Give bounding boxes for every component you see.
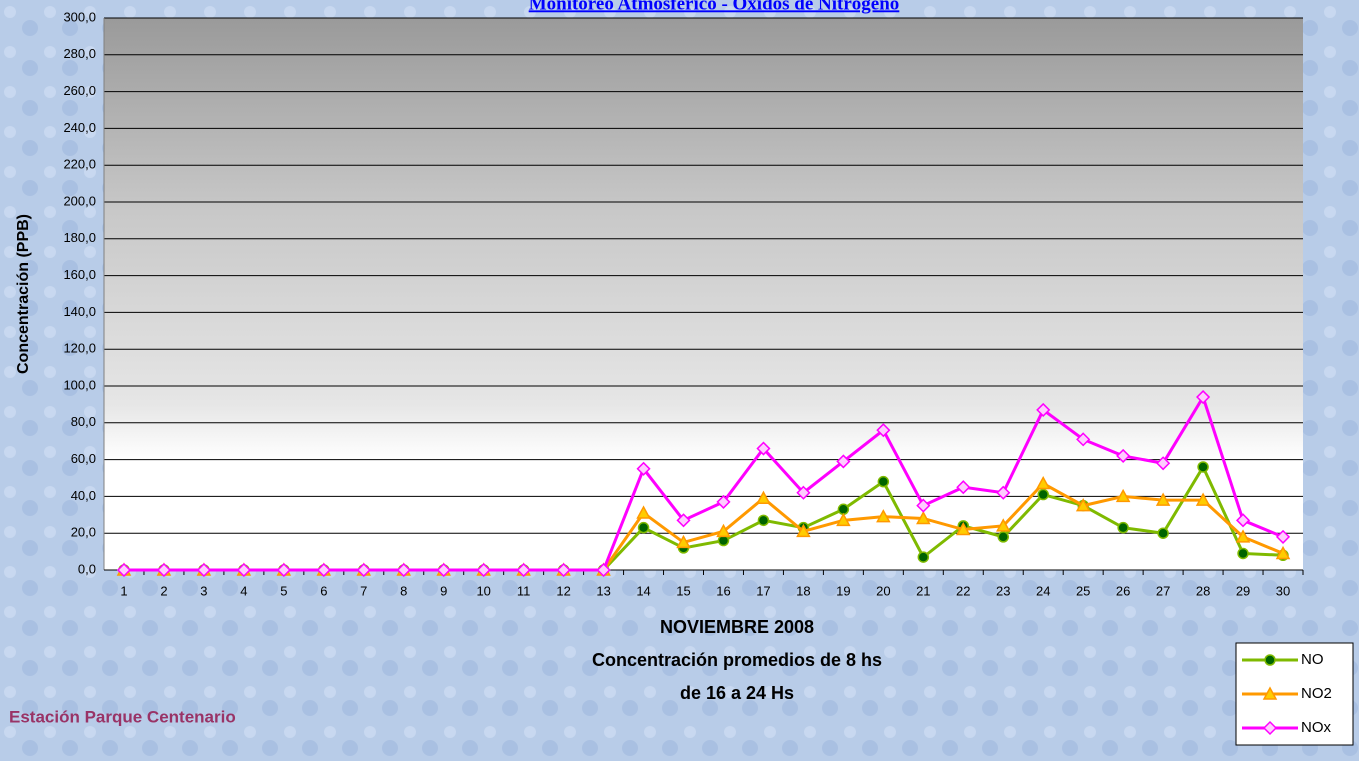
y-tick-label: 260,0 [63, 83, 96, 98]
y-tick-label: 80,0 [71, 414, 96, 429]
y-tick-label: 20,0 [71, 525, 96, 540]
marker [998, 532, 1008, 542]
x-tick-label: 30 [1276, 583, 1290, 598]
x-tick-label: 13 [596, 583, 610, 598]
legend-label: NO2 [1301, 685, 1332, 702]
marker [1158, 528, 1168, 538]
y-tick-label: 60,0 [71, 451, 96, 466]
x-tick-label: 5 [280, 583, 287, 598]
chart: Monitoreo Atmosférico - Óxidos de Nitróg… [0, 0, 1359, 761]
y-tick-label: 280,0 [63, 46, 96, 61]
x-tick-label: 27 [1156, 583, 1170, 598]
y-tick-label: 240,0 [63, 120, 96, 135]
x-tick-label: 15 [676, 583, 690, 598]
x-tick-label: 19 [836, 583, 850, 598]
marker [918, 552, 928, 562]
x-tick-label: 10 [476, 583, 490, 598]
x-tick-label: 17 [756, 583, 770, 598]
marker [1265, 655, 1275, 665]
station-label: Estación Parque Centenario [9, 707, 236, 726]
y-tick-label: 100,0 [63, 377, 96, 392]
x-tick-label: 6 [320, 583, 327, 598]
x-tick-label: 18 [796, 583, 810, 598]
marker [1118, 523, 1128, 533]
marker [758, 515, 768, 525]
x-tick-label: 21 [916, 583, 930, 598]
legend-label: NO [1301, 651, 1324, 668]
marker [1198, 462, 1208, 472]
x-tick-label: 4 [240, 583, 247, 598]
x-tick-label: 1 [120, 583, 127, 598]
x-tick-label: 20 [876, 583, 890, 598]
y-tick-label: 40,0 [71, 488, 96, 503]
x-axis-title: Concentración promedios de 8 hs [592, 650, 882, 670]
x-tick-label: 25 [1076, 583, 1090, 598]
plot-area [104, 18, 1303, 570]
x-tick-label: 9 [440, 583, 447, 598]
x-tick-label: 28 [1196, 583, 1210, 598]
marker [1238, 548, 1248, 558]
x-tick-label: 22 [956, 583, 970, 598]
x-tick-label: 7 [360, 583, 367, 598]
legend-label: NOx [1301, 719, 1332, 736]
y-tick-label: 180,0 [63, 230, 96, 245]
x-tick-label: 11 [517, 583, 531, 598]
x-tick-label: 24 [1036, 583, 1050, 598]
y-tick-label: 300,0 [63, 9, 96, 24]
x-tick-label: 3 [200, 583, 207, 598]
x-axis-title: NOVIEMBRE 2008 [660, 617, 814, 637]
marker [639, 523, 649, 533]
x-tick-label: 16 [716, 583, 730, 598]
x-tick-label: 23 [996, 583, 1010, 598]
y-tick-label: 140,0 [63, 304, 96, 319]
x-tick-label: 2 [160, 583, 167, 598]
x-tick-label: 26 [1116, 583, 1130, 598]
marker [1038, 490, 1048, 500]
x-tick-label: 14 [636, 583, 650, 598]
y-axis-title: Concentración (PPB) [15, 214, 32, 374]
x-axis-title: de 16 a 24 Hs [680, 683, 794, 703]
y-tick-label: 220,0 [63, 157, 96, 172]
y-tick-label: 120,0 [63, 341, 96, 356]
chart-title: Monitoreo Atmosférico - Óxidos de Nitróg… [529, 0, 900, 14]
y-tick-label: 0,0 [78, 561, 96, 576]
x-tick-label: 29 [1236, 583, 1250, 598]
marker [878, 477, 888, 487]
x-tick-label: 8 [400, 583, 407, 598]
y-tick-label: 200,0 [63, 193, 96, 208]
y-tick-label: 160,0 [63, 267, 96, 282]
x-tick-label: 12 [556, 583, 570, 598]
